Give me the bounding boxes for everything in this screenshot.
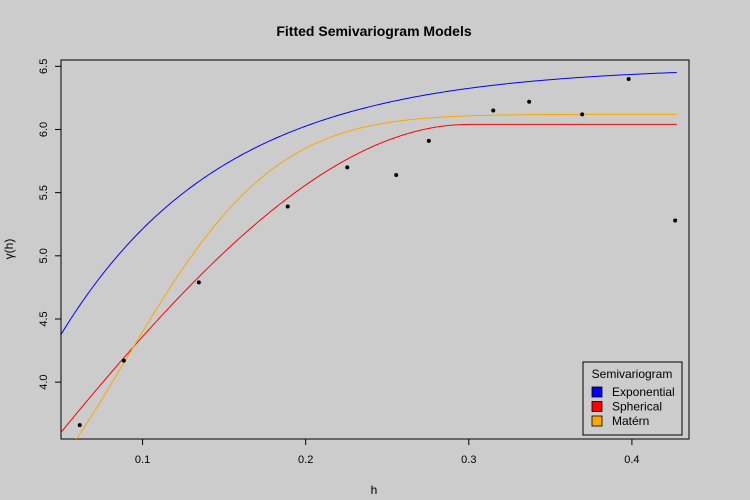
y-tick-label: 6.5 [38,59,50,74]
y-tick-label: 5.5 [38,185,50,200]
data-point [196,280,201,285]
chart-title: Fitted Semivariogram Models [276,23,471,39]
data-point [285,204,290,209]
data-point [527,99,532,104]
curve-exponential [61,71,677,335]
legend-swatch [591,401,603,412]
curve-spherical [61,123,677,433]
curve-matrn [75,113,677,439]
legend-label: Matérn [612,414,649,428]
data-point [77,423,82,428]
legend-swatch [591,415,603,427]
x-tick-label: 0.3 [461,454,476,466]
data-points [77,76,678,428]
y-axis-label: γ(h) [2,239,16,260]
x-axis-label: h [371,483,378,497]
data-point [394,172,399,177]
data-point [345,165,350,170]
fitted-curves [61,71,677,439]
x-tick-label: 0.2 [298,454,313,466]
y-tick-label: 4.5 [38,311,50,326]
data-point [491,108,496,113]
legend-label: Spherical [612,400,662,414]
y-tick-label: 4.0 [38,375,50,390]
y-axis: 4.0 4.5 5.0 5.5 6.0 6.5 [38,59,62,390]
data-point [673,218,678,223]
data-point [426,138,431,143]
x-tick-label: 0.4 [624,454,639,466]
y-tick-label: 6.0 [38,122,50,137]
legend-label: Exponential [612,385,675,399]
y-tick-label: 5.0 [38,248,50,263]
legend-swatch [591,386,603,398]
x-tick-label: 0.1 [135,454,150,466]
data-point [580,112,585,117]
data-point [626,76,631,81]
data-point [121,358,126,363]
x-axis: 0.1 0.2 0.3 0.4 [135,438,640,466]
legend-title: Semivariogram [592,367,673,381]
